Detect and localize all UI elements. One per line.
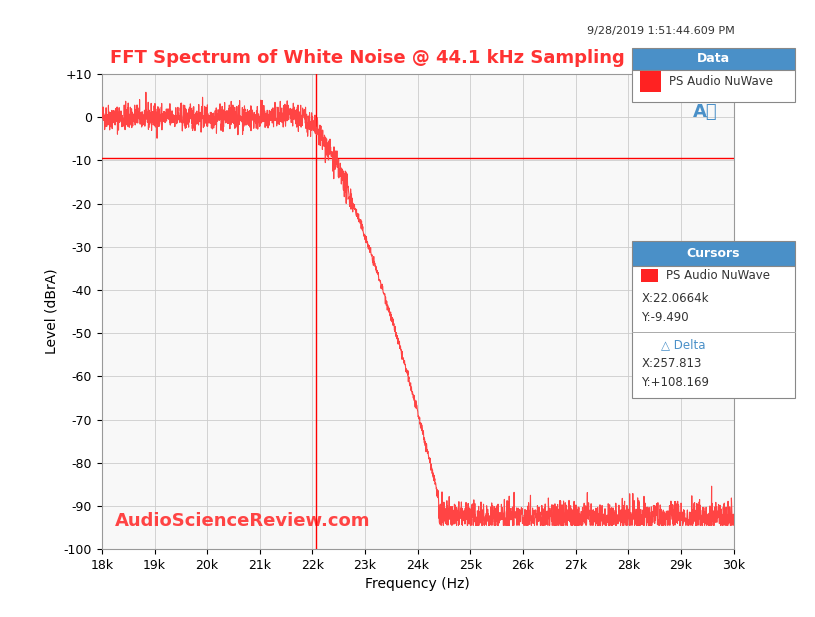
Text: Y:-9.490: Y:-9.490 bbox=[641, 311, 689, 324]
FancyBboxPatch shape bbox=[632, 48, 795, 70]
Text: PS Audio NuWave: PS Audio NuWave bbox=[666, 269, 770, 282]
Text: Cursors: Cursors bbox=[686, 247, 740, 260]
Y-axis label: Level (dBrA): Level (dBrA) bbox=[44, 269, 58, 354]
Text: AⓅ: AⓅ bbox=[693, 102, 718, 120]
FancyBboxPatch shape bbox=[632, 70, 795, 102]
Text: X:22.0664k: X:22.0664k bbox=[641, 292, 709, 305]
Text: X:257.813: X:257.813 bbox=[641, 357, 702, 370]
Text: AudioScienceReview.com: AudioScienceReview.com bbox=[114, 512, 370, 530]
Text: PS Audio NuWave: PS Audio NuWave bbox=[669, 75, 773, 88]
X-axis label: Frequency (Hz): Frequency (Hz) bbox=[365, 578, 470, 592]
FancyBboxPatch shape bbox=[632, 266, 795, 398]
FancyBboxPatch shape bbox=[632, 241, 795, 266]
Title: FFT Spectrum of White Noise @ 44.1 kHz Sampling (zoomed): FFT Spectrum of White Noise @ 44.1 kHz S… bbox=[109, 49, 726, 67]
Text: Data: Data bbox=[697, 52, 729, 65]
Text: Y:+108.169: Y:+108.169 bbox=[641, 376, 709, 389]
Text: 9/28/2019 1:51:44.609 PM: 9/28/2019 1:51:44.609 PM bbox=[587, 26, 734, 36]
FancyBboxPatch shape bbox=[640, 72, 661, 92]
Text: △ Delta: △ Delta bbox=[661, 338, 706, 351]
FancyBboxPatch shape bbox=[641, 269, 658, 281]
